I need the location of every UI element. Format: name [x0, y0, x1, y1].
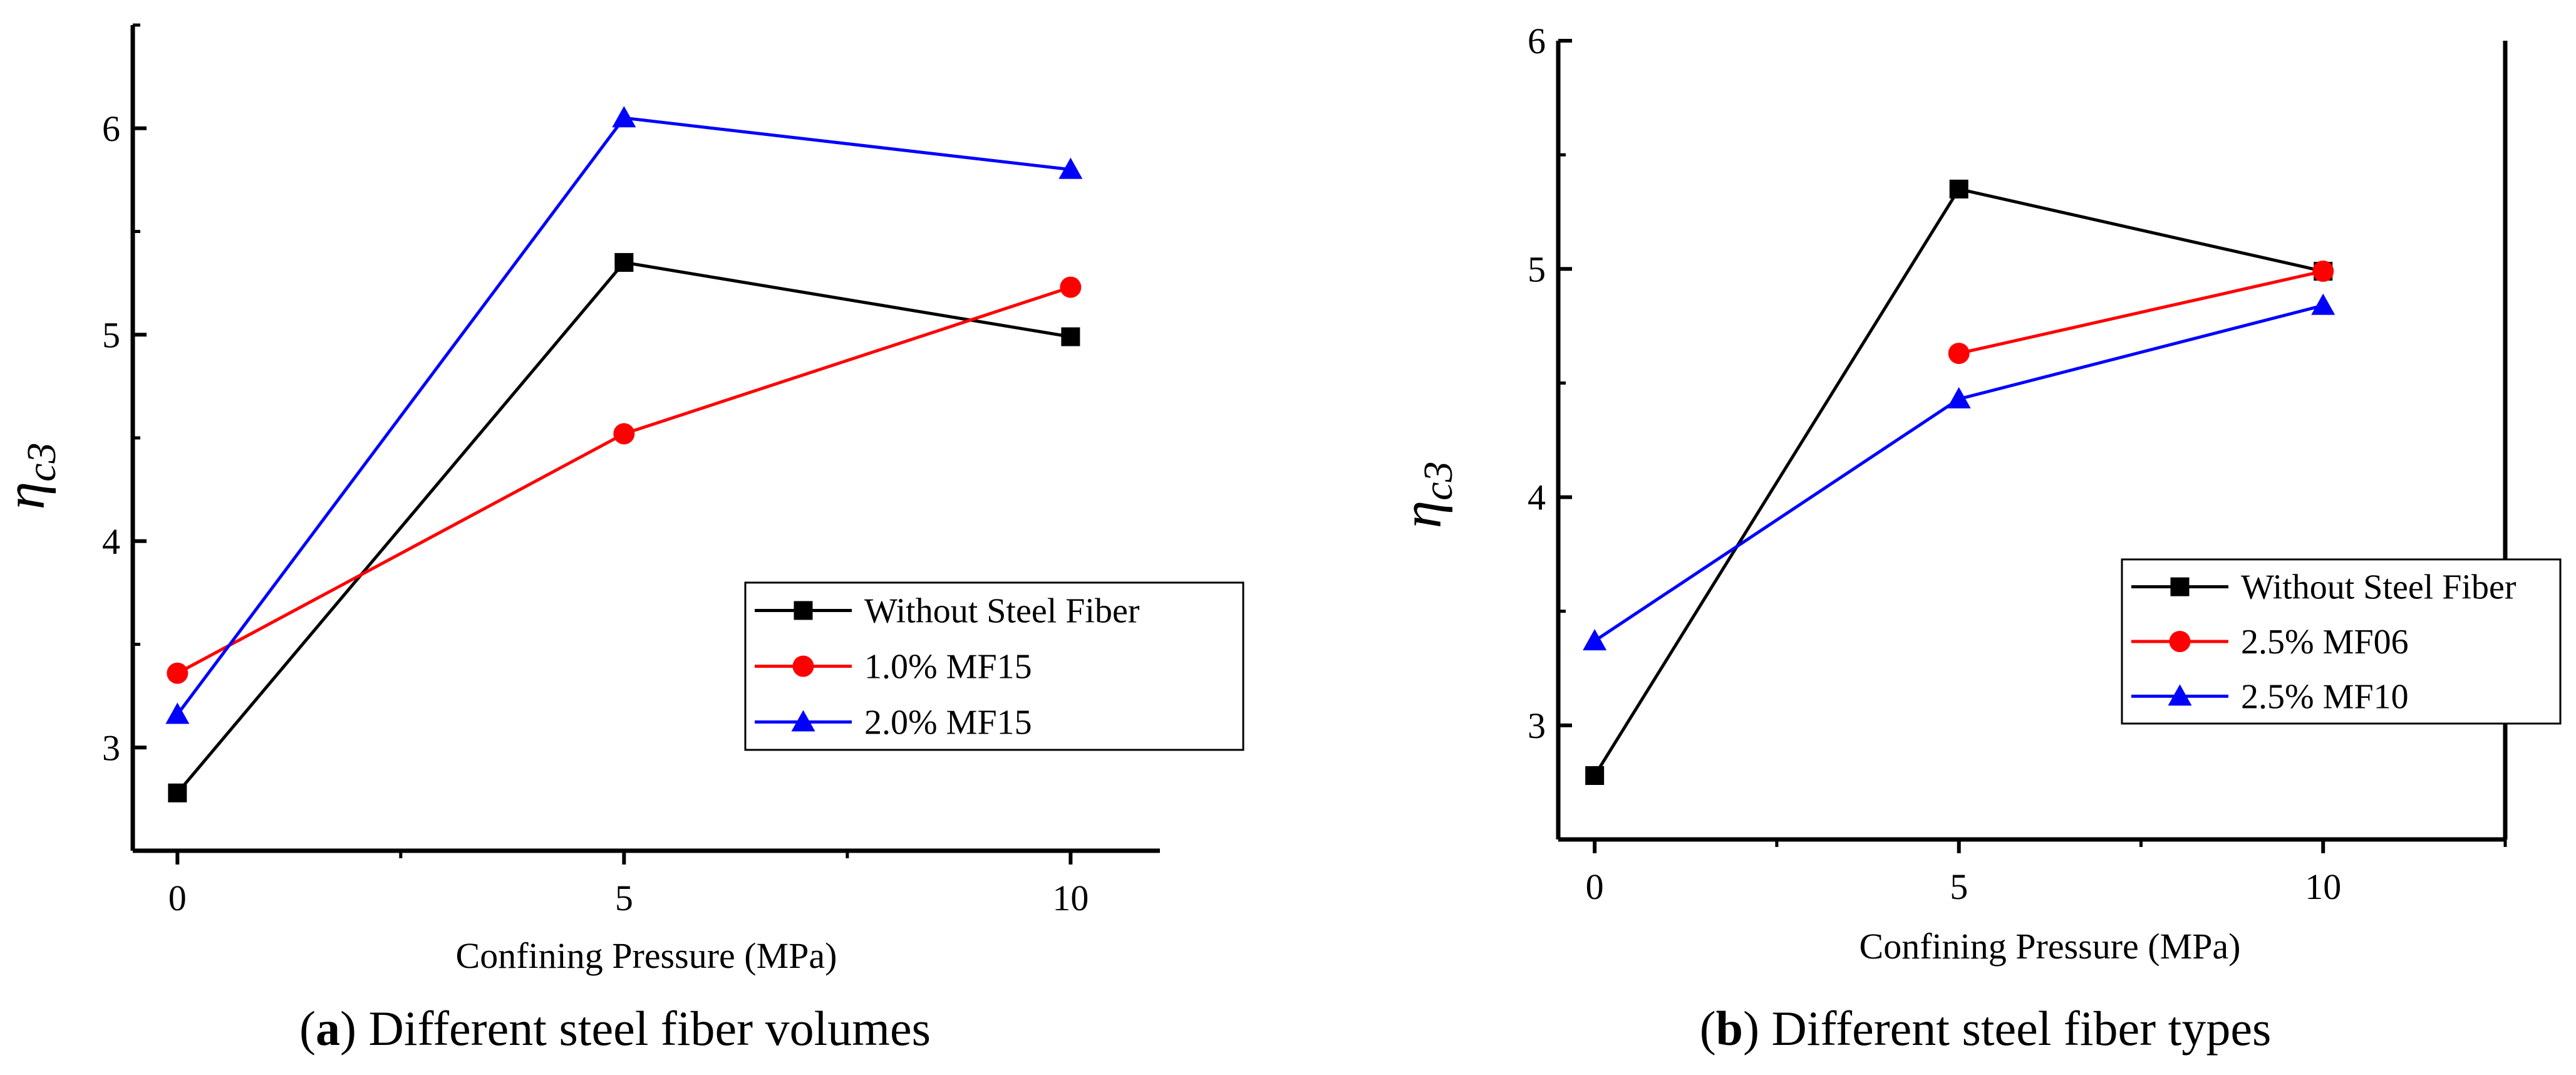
series-2 — [165, 106, 1083, 724]
legend-marker — [792, 655, 814, 677]
chart-panel-b: 0 5 10 3 4 5 6 ηc3 Confining Pressure (MPa) (b) D… — [1391, 21, 2562, 1056]
y-axis-label-subscript: c3 — [1415, 462, 1461, 501]
x-tick-label: 10 — [2305, 866, 2341, 907]
y-axis-label-symbol: η — [0, 482, 56, 510]
data-point — [1060, 276, 1082, 298]
y-axis-label: ηc3 — [1391, 462, 1461, 529]
caption-text: Different steel fiber types — [1772, 1001, 2272, 1056]
x-axis-label: Confining Pressure (MPa) — [456, 935, 837, 976]
caption-text: Different steel fiber volumes — [369, 1001, 931, 1056]
panel-caption: (b) Different steel fiber types — [1700, 1001, 2272, 1056]
legend: Without Steel Fiber 1.0% MF15 2.0% MF15 — [744, 581, 1244, 751]
series-1 — [1948, 260, 2334, 365]
panel-caption: (a) Different steel fiber volumes — [299, 1001, 931, 1056]
y-tick-label: 5 — [1528, 249, 1546, 289]
x-axis-label: Confining Pressure (MPa) — [1860, 926, 2241, 967]
legend-label: Without Steel Fiber — [2241, 568, 2517, 607]
y-tick-label: 3 — [1528, 705, 1546, 746]
legend-label: 2.5% MF06 — [2241, 623, 2409, 662]
series-line — [1958, 269, 2324, 355]
data-point — [1061, 327, 1080, 346]
x-tick-label: 0 — [1586, 866, 1604, 907]
caption-paren-close: ) — [1743, 1001, 1771, 1056]
y-tick-label: 5 — [102, 314, 120, 355]
y-tick-label: 4 — [1528, 477, 1546, 518]
y-tick-label: 3 — [102, 727, 120, 768]
data-point — [165, 702, 190, 724]
legend-label: 2.0% MF15 — [864, 704, 1032, 742]
y-axis-label: ηc3 — [0, 443, 65, 510]
y-axis-label-subscript: c3 — [19, 443, 65, 482]
legend-marker — [2170, 577, 2190, 596]
data-point — [1058, 157, 1083, 179]
y-tick-label: 4 — [102, 521, 120, 562]
chart-panel-a: 0 5 10 3 4 5 6 ηc3 Confining Pressure (MPa) (a) D… — [0, 23, 1244, 1056]
y-tick-label: 6 — [102, 108, 120, 149]
data-point — [2312, 260, 2334, 282]
y-axis-label-symbol: η — [1391, 501, 1453, 529]
series-2 — [1583, 293, 2335, 651]
legend-marker — [2168, 684, 2192, 706]
x-tick-label: 10 — [1052, 878, 1089, 918]
legend-marker — [2169, 631, 2191, 652]
data-point — [1948, 343, 1970, 365]
data-point — [168, 783, 187, 802]
data-point — [613, 423, 635, 445]
legend-label: 2.5% MF10 — [2241, 677, 2409, 716]
legend-label: 1.0% MF15 — [864, 648, 1032, 687]
caption-paren-close: ) — [340, 1001, 368, 1056]
data-point — [167, 662, 189, 684]
legend: Without Steel Fiber 2.5% MF06 2.5% MF10 — [2121, 558, 2562, 725]
data-point — [2311, 293, 2335, 315]
caption-panel-label: a — [316, 1001, 340, 1056]
x-tick-label: 5 — [615, 878, 633, 918]
series-0 — [168, 252, 1080, 802]
data-point — [1947, 387, 1971, 408]
caption-paren-open: ( — [1700, 1001, 1716, 1056]
data-point — [1949, 179, 1968, 199]
caption-paren-open: ( — [299, 1001, 316, 1056]
caption-panel-label: b — [1716, 1001, 1743, 1056]
data-point — [1583, 629, 1607, 651]
data-point — [1585, 766, 1605, 785]
series-1 — [167, 276, 1082, 684]
data-point — [614, 252, 634, 272]
legend-marker — [794, 601, 813, 620]
x-tick-label: 5 — [1950, 866, 1968, 907]
legend-label: Without Steel Fiber — [864, 592, 1140, 631]
legend-marker — [791, 710, 815, 732]
x-tick-label: 0 — [168, 878, 187, 918]
data-point — [612, 106, 636, 128]
y-tick-label: 6 — [1528, 21, 1546, 61]
